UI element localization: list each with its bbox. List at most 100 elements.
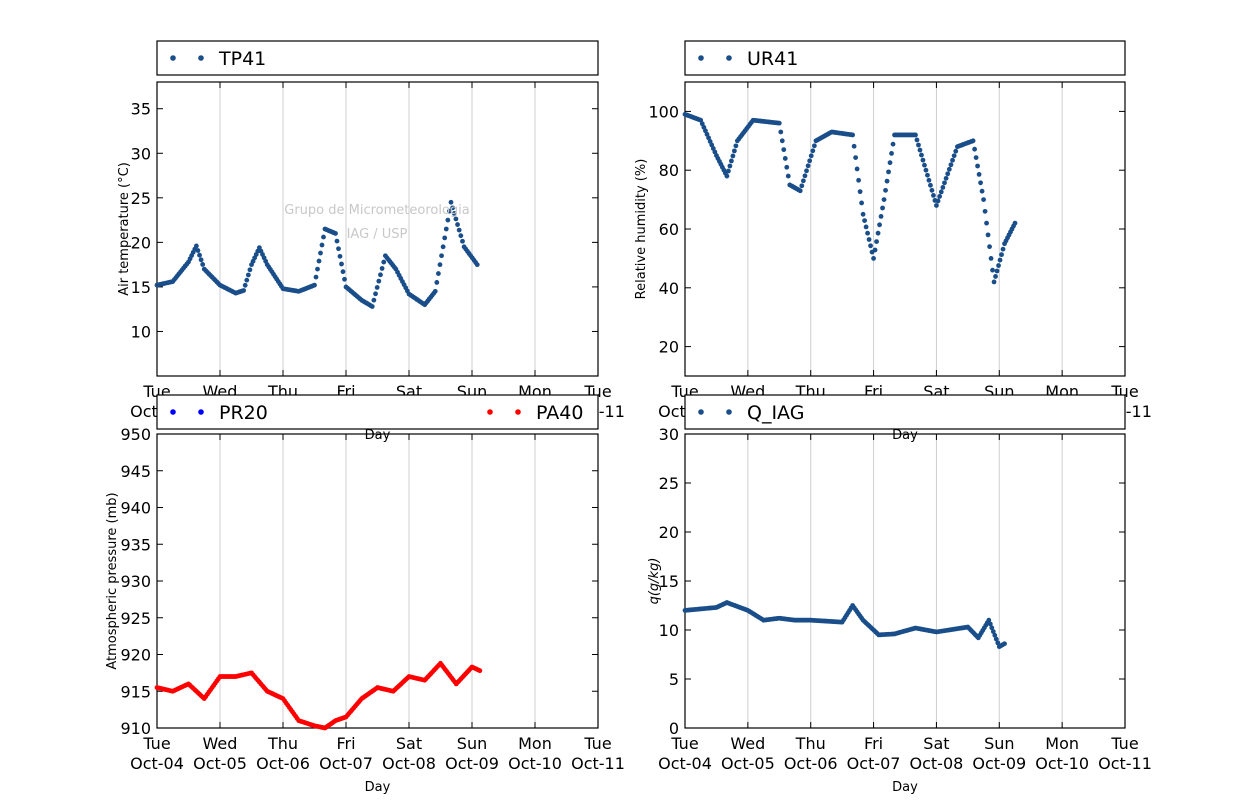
data-point [975, 163, 980, 169]
data-point [785, 173, 791, 179]
data-point [782, 156, 788, 161]
data-point [987, 244, 992, 250]
data-point [982, 208, 988, 214]
data-point [247, 267, 253, 273]
data-point [990, 629, 996, 634]
data-point [931, 193, 936, 198]
y-tick-label: 35 [131, 100, 151, 119]
x-tick-date: Oct-05 [193, 754, 247, 773]
y-tick-label: 25 [659, 474, 679, 493]
data-point [857, 189, 863, 195]
data-point [890, 141, 896, 147]
data-point [733, 143, 739, 149]
data-point [887, 160, 893, 166]
data-point [929, 187, 935, 193]
data-point [988, 256, 994, 261]
x-tick-date: Oct-04 [658, 754, 712, 773]
y-tick-label: 15 [131, 278, 151, 297]
legend-label: PA40 [536, 402, 583, 424]
data-point [730, 153, 736, 159]
y-tick-label: 100 [648, 102, 679, 121]
data-point [945, 171, 951, 177]
data-point [856, 177, 862, 183]
y-axis-label: Air temperature (°C) [117, 162, 132, 296]
data-point [781, 147, 787, 153]
data-point [369, 304, 375, 309]
y-tick-label: 920 [120, 646, 151, 665]
data-point [938, 189, 944, 195]
y-tick-label: 10 [131, 322, 151, 341]
data-point [440, 244, 446, 250]
data-point [937, 194, 943, 199]
data-point [451, 211, 457, 216]
data-point [242, 282, 248, 288]
plot-frame [684, 433, 1126, 729]
y-tick-label: 40 [659, 279, 679, 298]
data-point [477, 668, 483, 674]
x-tick-day: Mon [518, 734, 552, 753]
plot-frame [156, 433, 599, 729]
x-tick-date: Oct-07 [847, 754, 901, 773]
y-tick-label: 30 [131, 144, 151, 163]
data-point [919, 152, 924, 158]
data-point [986, 617, 992, 623]
data-point [850, 132, 856, 138]
data-point [943, 175, 949, 181]
x-tick-date: Oct-07 [319, 754, 373, 773]
data-point [984, 220, 989, 226]
data-point [800, 178, 806, 184]
data-point [970, 138, 976, 144]
data-point [337, 253, 343, 259]
legend-frame [684, 40, 1126, 76]
data-point [460, 238, 465, 244]
data-point [810, 148, 816, 154]
data-point [916, 142, 921, 148]
x-tick-day: Thu [267, 734, 298, 753]
data-point [455, 222, 460, 227]
data-point [978, 180, 983, 186]
data-point [437, 262, 443, 268]
data-point [996, 263, 1001, 268]
y-tick-label: 60 [659, 220, 679, 239]
data-point [811, 143, 817, 149]
data-point [443, 226, 449, 232]
legend-label: Q_IAG [747, 402, 804, 424]
data-point [872, 247, 878, 253]
data-point [914, 137, 920, 143]
legend: TP41 [156, 40, 599, 76]
data-point [854, 166, 860, 172]
data-point [913, 132, 918, 138]
data-point [979, 188, 985, 194]
data-point [976, 172, 982, 177]
y-tick-label: 20 [131, 233, 151, 252]
panel-1: TueOct-04WedOct-05ThuOct-06FriOct-07SatO… [117, 40, 625, 443]
y-axis-label: Atmospheric pressure (mb) [105, 492, 120, 669]
x-tick-day: Mon [1045, 734, 1079, 753]
data-point [318, 250, 323, 256]
y-axis-label: Relative humidity (%) [634, 159, 649, 300]
y-tick-label: 935 [120, 535, 151, 554]
legend-marker [698, 409, 704, 415]
data-point [862, 218, 867, 224]
data-point [935, 198, 941, 204]
legend-label: UR41 [747, 48, 798, 70]
data-point [985, 232, 991, 238]
data-point [334, 238, 340, 244]
data-point [450, 205, 456, 211]
x-tick-date: Oct-06 [784, 754, 838, 773]
data-point [453, 216, 459, 222]
y-tick-label: 15 [659, 572, 679, 591]
legend-marker [726, 409, 732, 415]
y-tick-label: 20 [659, 338, 679, 357]
data-point [797, 188, 803, 194]
data-point [881, 197, 887, 203]
data-point [972, 146, 977, 152]
data-point [866, 237, 872, 242]
data-point [877, 222, 882, 228]
x-tick-day: Sun [984, 734, 1014, 753]
y-tick-label: 20 [659, 523, 679, 542]
data-point [920, 157, 926, 163]
x-tick-day: Thu [795, 734, 826, 753]
y-tick-label: 940 [120, 499, 151, 518]
data-point [992, 632, 998, 638]
